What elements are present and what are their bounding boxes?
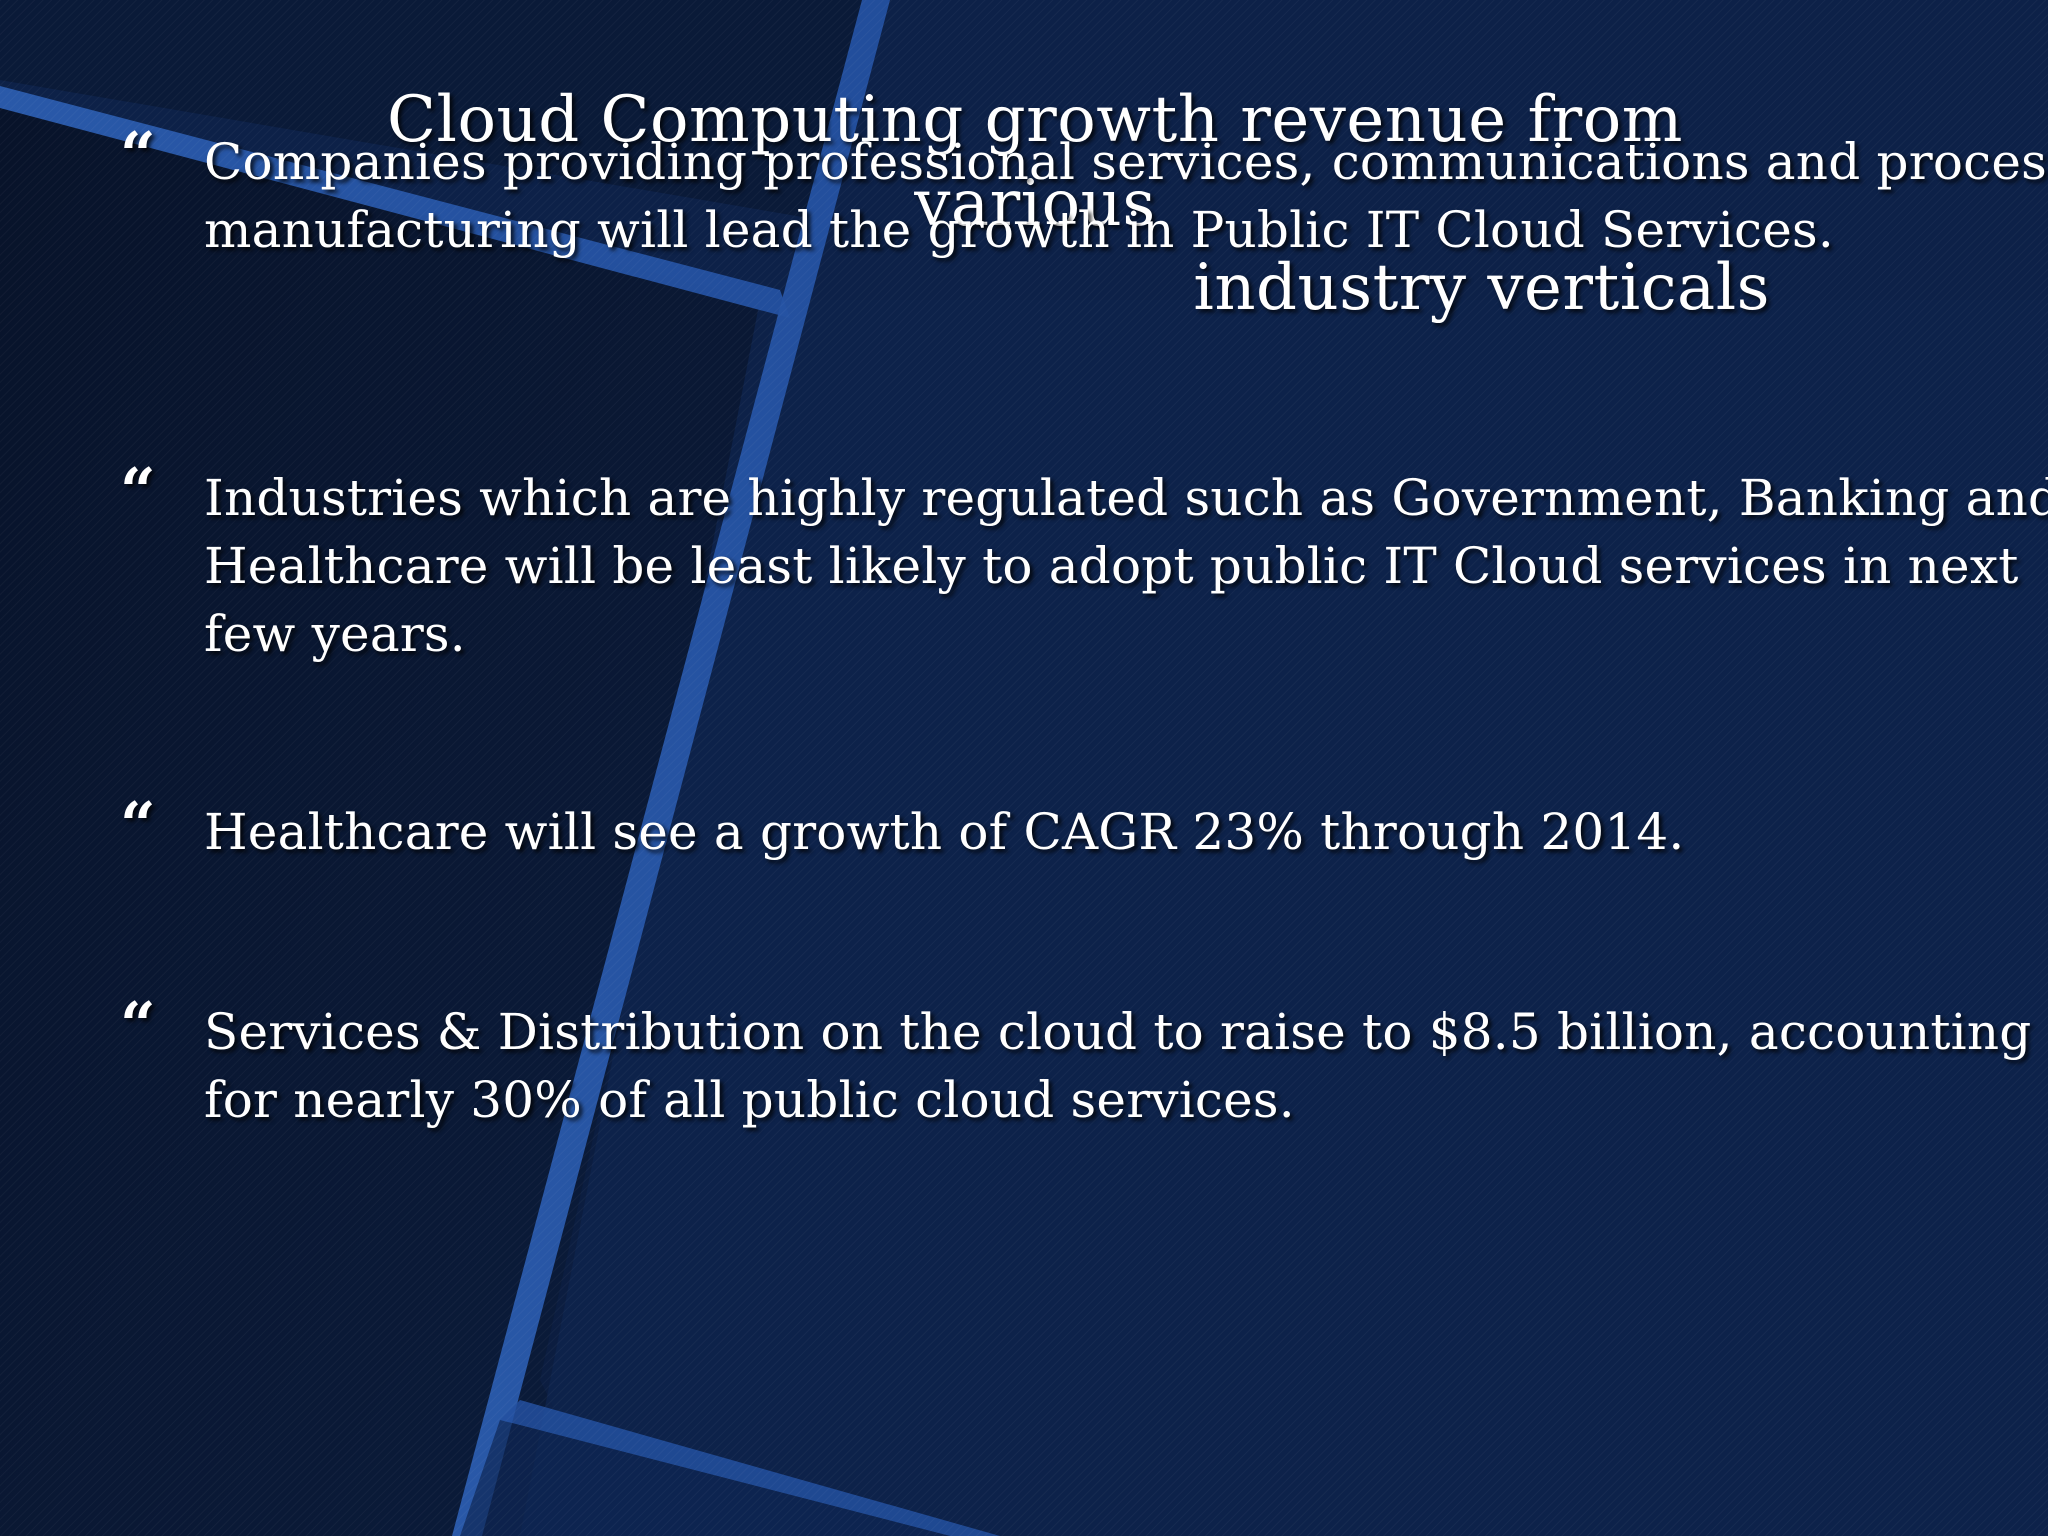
quote-bullet-icon: “ [120,118,156,191]
bullet-text: Industries which are highly regulated su… [204,469,2048,663]
slide-title: Cloud Computing growth revenue from vari… [300,78,1770,330]
bullet-text: Companies providing professional service… [204,133,2048,259]
slide-title-line-1: Cloud Computing growth revenue from vari… [387,83,1683,241]
bullet-text: Services & Distribution on the cloud to … [204,1003,2032,1129]
bullet-text: Healthcare will see a growth of CAGR 23%… [204,803,1685,861]
quote-bullet-icon: “ [120,988,156,1061]
quote-bullet-icon: “ [120,454,156,527]
slide-title-line-2: industry verticals [1193,251,1770,325]
quote-bullet-icon: “ [120,788,156,861]
